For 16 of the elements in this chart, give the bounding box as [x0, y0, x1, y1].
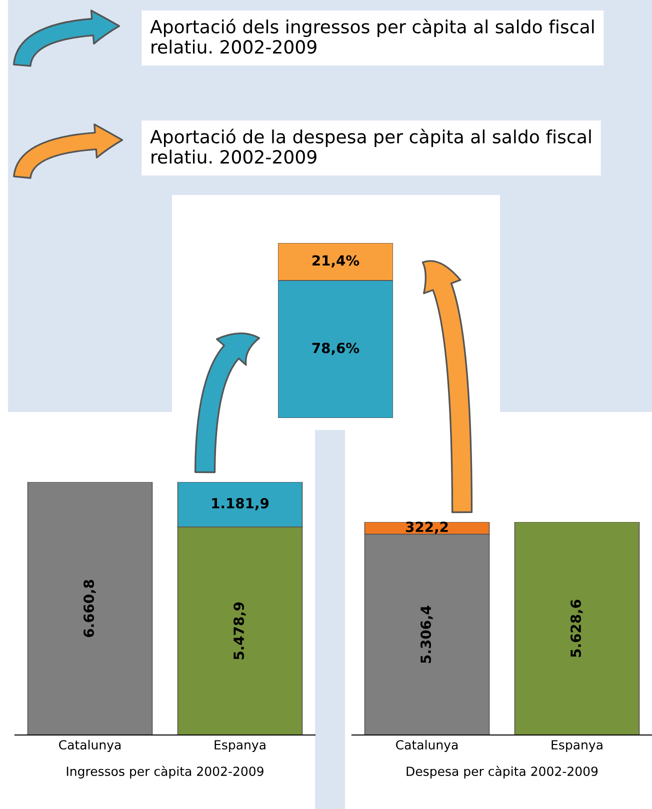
x-tick-label: Espanya — [214, 740, 266, 752]
data-label: 21,4% — [312, 255, 360, 268]
x-tick-label: Catalunya — [396, 740, 458, 752]
text: Aportació de la despesa per càpita al saldo fiscal relatiu. 2002-2009 — [150, 128, 591, 164]
x-axis-title: Despesa per càpita 2002-2009 — [406, 766, 598, 778]
data-label: 78,6% — [312, 342, 360, 356]
text: Aportació dels ingressos per càpita al saldo fiscal relatiu. 2002-2009 — [150, 18, 594, 54]
x-tick-label: Espanya — [552, 740, 602, 752]
data-label: 6.660,8 — [84, 580, 96, 638]
data-label: 322,2 — [406, 522, 448, 534]
data-label: 1.181,9 — [212, 498, 269, 510]
x-tick-label: Catalunya — [59, 740, 121, 752]
data-label: 5.306,4 — [420, 606, 433, 663]
x-axis-title: Ingressos per càpita 2002-2009 — [66, 766, 264, 778]
data-label: 5.628,6 — [570, 600, 583, 657]
data-label: 5.478,9 — [234, 602, 246, 660]
